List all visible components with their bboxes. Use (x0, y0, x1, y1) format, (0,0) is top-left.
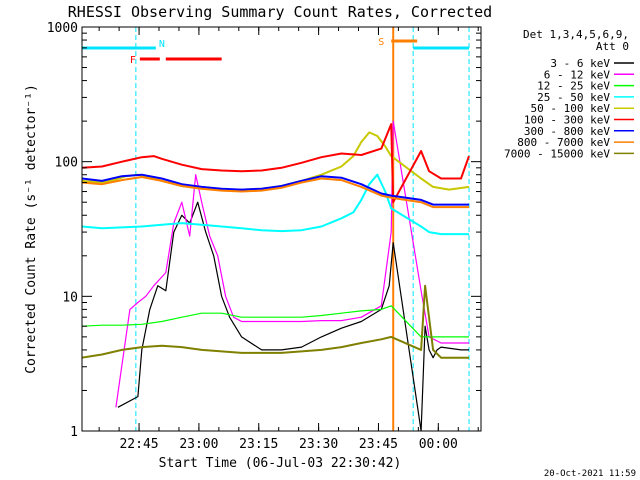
series-line-3 (82, 173, 469, 236)
series-line-2 (82, 305, 469, 338)
x-tick-label-5: 00:00 (419, 437, 458, 452)
legend-label-4: 50 - 100 keV (531, 102, 611, 115)
legend-label-2: 12 - 25 keV (537, 80, 610, 93)
x-tick-label-4: 23:45 (359, 437, 398, 452)
legend-label-7: 800 - 7000 keV (517, 136, 610, 149)
y-tick-label-0: 1 (70, 425, 78, 440)
legend-label-1: 6 - 12 keV (544, 68, 611, 81)
series-line-6 (82, 173, 469, 206)
series-line-5 (82, 123, 470, 204)
plot-frame (81, 26, 482, 432)
y-axis-label: Corrected Count Rate (s⁻¹ detector⁻¹) (24, 84, 39, 374)
series-line-1 (115, 120, 469, 408)
series-line-0 (117, 201, 469, 431)
legend-label-0: 3 - 6 keV (550, 57, 610, 70)
x-tick-label-0: 22:45 (119, 437, 158, 452)
flag-label-F: F (130, 55, 136, 66)
legend-label-8: 7000 - 15000 keV (504, 147, 610, 160)
legend-label-3: 25 - 50 keV (537, 91, 610, 104)
legend-label-6: 300 - 800 keV (524, 125, 610, 138)
x-tick-label-3: 23:30 (299, 437, 338, 452)
chart-title: RHESSI Observing Summary Count Rates, Co… (68, 3, 492, 21)
x-tick-label-2: 23:15 (239, 437, 278, 452)
legend-title-line-2: Att 0 (596, 40, 629, 53)
legend-label-5: 100 - 300 keV (524, 114, 610, 127)
legend-title-line-1: Det 1,3,4,5,6,9, (523, 28, 629, 41)
x-tick-label-1: 23:00 (179, 437, 218, 452)
y-tick-label-3: 1000 (47, 21, 78, 36)
y-tick-label-2: 100 (55, 156, 78, 171)
x-axis-label: Start Time (06-Jul-03 22:30:42) (159, 456, 402, 471)
y-tick-label-1: 10 (62, 290, 78, 305)
footer-date: 20-Oct-2021 11:59 (544, 469, 636, 479)
series-line-4 (82, 131, 470, 191)
series-line-7 (82, 176, 469, 209)
series-line-8 (82, 284, 469, 359)
flag-label-S: S (378, 37, 384, 48)
flag-label-N: N (159, 39, 165, 50)
